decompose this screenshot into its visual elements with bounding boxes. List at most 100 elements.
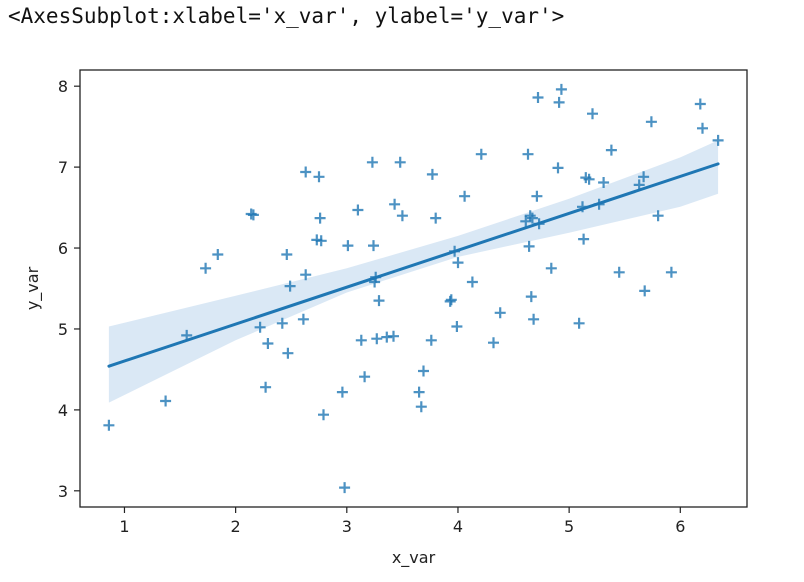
data-point xyxy=(425,334,437,346)
data-point xyxy=(415,401,427,413)
data-point xyxy=(300,166,312,178)
data-point xyxy=(315,235,327,247)
data-point xyxy=(451,321,463,332)
data-point xyxy=(449,245,461,257)
data-point xyxy=(355,334,367,346)
x-tick-label: 6 xyxy=(675,517,685,536)
data-point xyxy=(578,233,590,245)
data-point xyxy=(336,386,348,398)
data-point xyxy=(426,168,438,180)
data-point xyxy=(694,98,706,110)
x-tick-label: 4 xyxy=(453,517,463,536)
y-tick-label: 8 xyxy=(58,77,68,96)
regression-line xyxy=(107,162,720,368)
data-point xyxy=(389,198,401,210)
data-point xyxy=(212,249,224,260)
data-point xyxy=(520,215,532,227)
confidence-band xyxy=(108,140,719,403)
data-point xyxy=(645,116,657,128)
data-point xyxy=(583,173,595,185)
x-tick-label: 2 xyxy=(231,517,241,536)
data-point xyxy=(697,122,708,134)
data-point xyxy=(528,313,540,325)
data-point xyxy=(605,144,617,156)
data-point xyxy=(366,156,378,168)
data-point xyxy=(368,240,379,252)
y-axis-label: y_var xyxy=(23,266,43,310)
data-point xyxy=(525,291,537,303)
y-tick-label: 6 xyxy=(58,239,68,258)
data-point xyxy=(533,218,545,230)
data-point xyxy=(598,177,610,188)
data-point xyxy=(593,198,605,210)
y-tick-label: 7 xyxy=(58,158,68,177)
data-point xyxy=(373,295,385,307)
data-point xyxy=(297,313,309,325)
data-point xyxy=(665,266,677,278)
data-point xyxy=(282,347,294,359)
data-point xyxy=(553,96,565,108)
data-point xyxy=(430,212,442,224)
data-point xyxy=(475,148,487,160)
cell-output-text: <AxesSubplot:xlabel='x_var', ylabel='y_v… xyxy=(8,4,565,28)
x-tick-label: 1 xyxy=(119,517,129,536)
data-point xyxy=(638,171,650,183)
data-point xyxy=(318,409,329,421)
data-point xyxy=(573,317,585,329)
data-point xyxy=(445,294,457,306)
data-point xyxy=(359,371,371,383)
data-point xyxy=(342,240,354,252)
data-point xyxy=(488,337,499,349)
data-point xyxy=(633,179,645,191)
data-point xyxy=(459,190,471,202)
data-point xyxy=(260,381,272,393)
data-point xyxy=(452,257,464,269)
data-point xyxy=(613,266,625,278)
data-point xyxy=(587,108,598,120)
data-point xyxy=(371,333,383,345)
data-point xyxy=(281,249,293,260)
data-point xyxy=(103,419,115,431)
data-point xyxy=(254,321,266,333)
x-tick-label: 3 xyxy=(342,517,352,536)
data-point xyxy=(532,92,544,103)
x-tick-label: 5 xyxy=(564,517,574,536)
data-point xyxy=(181,329,193,341)
data-point xyxy=(524,210,536,222)
data-point xyxy=(396,210,408,222)
data-point xyxy=(284,280,296,292)
data-point xyxy=(262,338,274,349)
plot-frame xyxy=(79,69,748,508)
data-point xyxy=(300,269,312,281)
data-point xyxy=(314,212,326,224)
data-point xyxy=(160,395,172,407)
data-point xyxy=(388,330,399,342)
data-point xyxy=(577,201,588,213)
x-axis-label: x_var xyxy=(392,548,436,568)
data-point xyxy=(466,276,478,288)
data-point xyxy=(652,210,664,222)
y-tick-label: 3 xyxy=(58,482,68,501)
data-point xyxy=(523,240,535,252)
data-point xyxy=(352,204,364,216)
data-point xyxy=(276,317,288,329)
data-point xyxy=(247,209,259,221)
data-point xyxy=(522,148,534,160)
data-point xyxy=(494,307,506,319)
data-point xyxy=(413,386,425,398)
data-point xyxy=(531,190,543,202)
y-tick-label: 4 xyxy=(58,401,68,420)
data-point xyxy=(712,134,724,146)
data-point xyxy=(394,156,406,168)
data-point xyxy=(370,271,382,283)
data-point xyxy=(526,212,538,224)
data-point xyxy=(418,365,429,377)
data-point xyxy=(552,162,564,174)
data-point xyxy=(639,285,651,297)
data-point xyxy=(545,262,557,274)
data-point xyxy=(555,83,567,95)
data-point xyxy=(200,262,212,274)
data-point xyxy=(313,171,325,183)
y-tick-label: 5 xyxy=(58,320,68,339)
